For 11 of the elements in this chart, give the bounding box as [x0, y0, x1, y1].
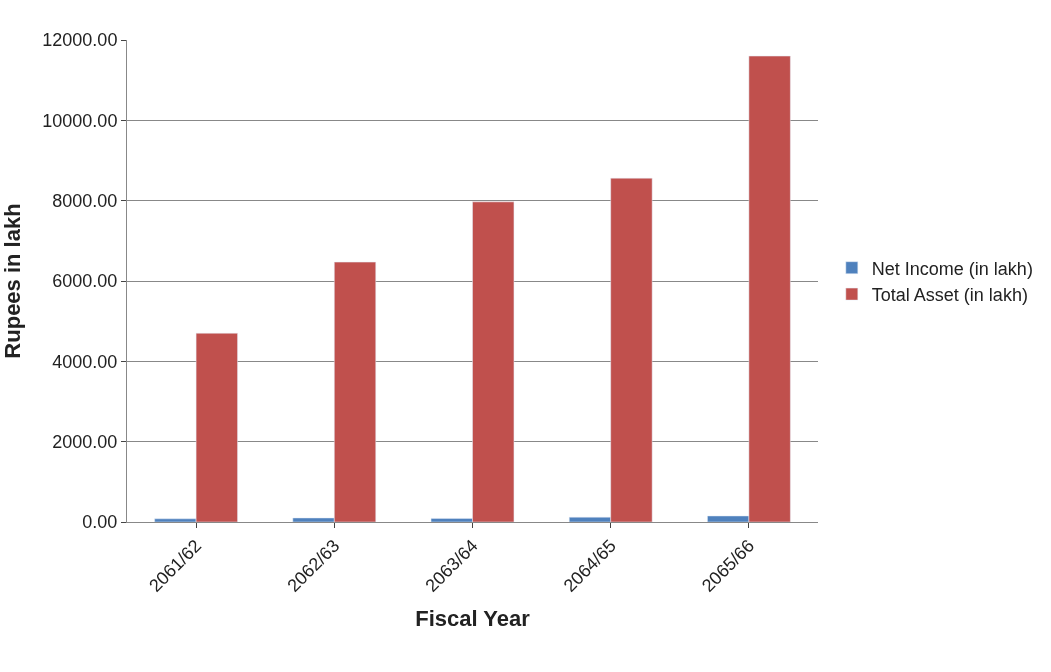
y-tick-label: 4000.00 — [52, 351, 118, 372]
legend-label: Net Income (in lakh) — [871, 258, 1033, 279]
y-axis-title: Rupees in lakh — [0, 203, 26, 359]
legend-label: Total Asset (in lakh) — [871, 285, 1028, 306]
y-tick-label: 2000.00 — [52, 431, 118, 452]
y-tick-label: 0.00 — [82, 512, 118, 533]
x-axis-title: Fiscal Year — [415, 605, 531, 631]
y-tick-label: 6000.00 — [52, 271, 118, 292]
y-tick-label: 12000.00 — [42, 30, 118, 51]
y-tick-label: 10000.00 — [42, 110, 118, 131]
y-tick-label: 8000.00 — [52, 190, 118, 211]
